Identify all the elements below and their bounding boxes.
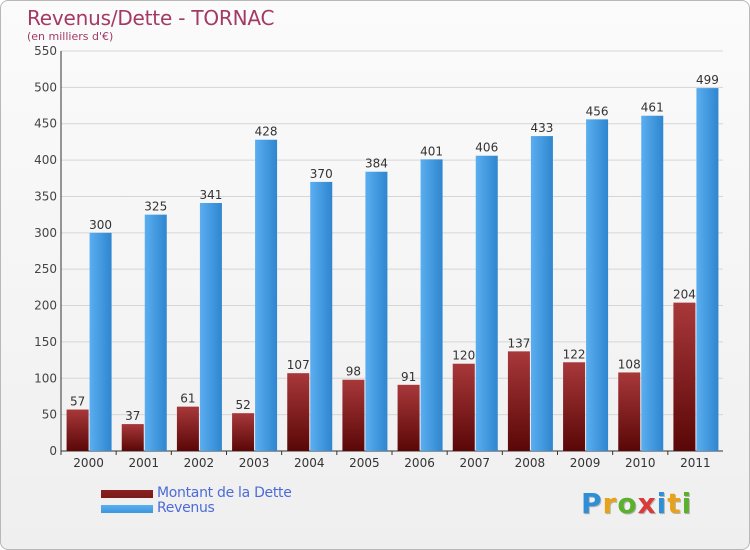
bar-revenus-2003	[255, 139, 278, 451]
data-label-dette-2008: 137	[507, 336, 530, 350]
chart-title: Revenus/Dette - TORNAC	[27, 6, 275, 30]
bar-revenus-2004	[310, 181, 333, 451]
bar-dette-2005	[342, 379, 365, 451]
y-tick-label-150: 150	[34, 335, 57, 349]
data-label-dette-2001: 37	[125, 409, 140, 423]
legend-label-dette: Montant de la Dette	[157, 485, 292, 501]
data-label-dette-2000: 57	[70, 395, 85, 409]
data-label-revenus-2009: 456	[586, 104, 609, 118]
logo-letter: i	[656, 487, 668, 520]
x-tick-label-2003: 2003	[239, 456, 270, 470]
bar-revenus-2002	[199, 203, 222, 451]
data-label-revenus-2002: 341	[199, 188, 222, 202]
data-label-dette-2011: 204	[673, 288, 696, 302]
bar-revenus-2000	[89, 232, 112, 451]
logo-letter: t	[667, 487, 682, 520]
bar-revenus-2006	[420, 159, 443, 451]
y-tick-label-200: 200	[34, 299, 57, 313]
logo-letter: x	[637, 487, 657, 520]
y-tick-label-350: 350	[34, 189, 57, 203]
data-label-dette-2010: 108	[618, 357, 641, 371]
chart-subtitle: (en milliers d'€)	[27, 30, 114, 43]
data-label-dette-2003: 52	[235, 398, 250, 412]
x-tick-label-2002: 2002	[184, 456, 215, 470]
logo-letter: o	[617, 487, 638, 520]
x-tick-label-2008: 2008	[515, 456, 546, 470]
data-label-revenus-2007: 406	[475, 141, 498, 155]
bar-dette-2004	[287, 373, 310, 451]
y-tick-label-100: 100	[34, 371, 57, 385]
y-tick-label-0: 0	[49, 444, 57, 458]
bar-dette-2007	[452, 363, 475, 451]
y-tick-label-250: 250	[34, 262, 57, 276]
data-label-dette-2004: 107	[287, 358, 310, 372]
x-tick-label-2010: 2010	[625, 456, 656, 470]
legend-label-revenus: Revenus	[157, 500, 215, 516]
y-tick-label-300: 300	[34, 226, 57, 240]
data-label-revenus-2000: 300	[89, 218, 112, 232]
data-label-revenus-2008: 433	[530, 121, 553, 135]
x-tick-label-2004: 2004	[294, 456, 325, 470]
data-label-dette-2006: 91	[401, 370, 416, 384]
x-tick-label-2000: 2000	[73, 456, 104, 470]
bar-dette-2002	[176, 406, 199, 451]
data-label-revenus-2011: 499	[696, 73, 719, 87]
y-tick-label-400: 400	[34, 153, 57, 167]
logo-letter: r	[602, 487, 618, 520]
data-label-dette-2009: 122	[563, 347, 586, 361]
bar-revenus-2008	[530, 136, 553, 451]
y-tick-label-500: 500	[34, 80, 57, 94]
bar-revenus-2011	[696, 88, 719, 451]
data-label-revenus-2001: 325	[144, 200, 167, 214]
bar-dette-2000	[66, 409, 89, 451]
logo-letter: i	[681, 487, 693, 520]
legend-swatch-dette	[101, 490, 153, 498]
x-tick-label-2011: 2011	[680, 456, 711, 470]
bar-dette-2011	[673, 302, 696, 451]
data-label-revenus-2005: 384	[365, 157, 388, 171]
bar-dette-2009	[563, 362, 586, 451]
x-tick-label-2007: 2007	[459, 456, 490, 470]
legend-swatch-revenus	[101, 505, 153, 513]
x-tick-label-2005: 2005	[349, 456, 380, 470]
bar-revenus-2010	[641, 115, 664, 452]
data-label-revenus-2010: 461	[641, 101, 664, 115]
proxiti-logo: Proxiti	[581, 487, 692, 520]
bar-dette-2003	[232, 413, 255, 451]
logo-letter: P	[581, 487, 603, 520]
bar-dette-2001	[121, 424, 144, 451]
data-label-dette-2005: 98	[346, 365, 361, 379]
bar-dette-2008	[507, 351, 530, 451]
bar-dette-2010	[618, 372, 641, 451]
bar-revenus-2005	[365, 171, 388, 451]
bar-revenus-2007	[475, 155, 498, 451]
x-tick-label-2009: 2009	[570, 456, 601, 470]
x-tick-label-2006: 2006	[404, 456, 435, 470]
data-label-dette-2007: 120	[452, 349, 475, 363]
y-tick-label-450: 450	[34, 117, 57, 131]
data-label-revenus-2006: 401	[420, 144, 443, 158]
y-tick-label-550: 550	[34, 44, 57, 58]
bar-revenus-2001	[144, 214, 167, 451]
bar-dette-2006	[397, 384, 420, 451]
data-label-revenus-2004: 370	[310, 167, 333, 181]
x-tick-label-2001: 2001	[128, 456, 159, 470]
data-label-dette-2002: 61	[180, 392, 195, 406]
data-label-revenus-2003: 428	[255, 125, 278, 139]
bar-revenus-2009	[586, 119, 609, 451]
y-tick-label-50: 50	[42, 408, 57, 422]
